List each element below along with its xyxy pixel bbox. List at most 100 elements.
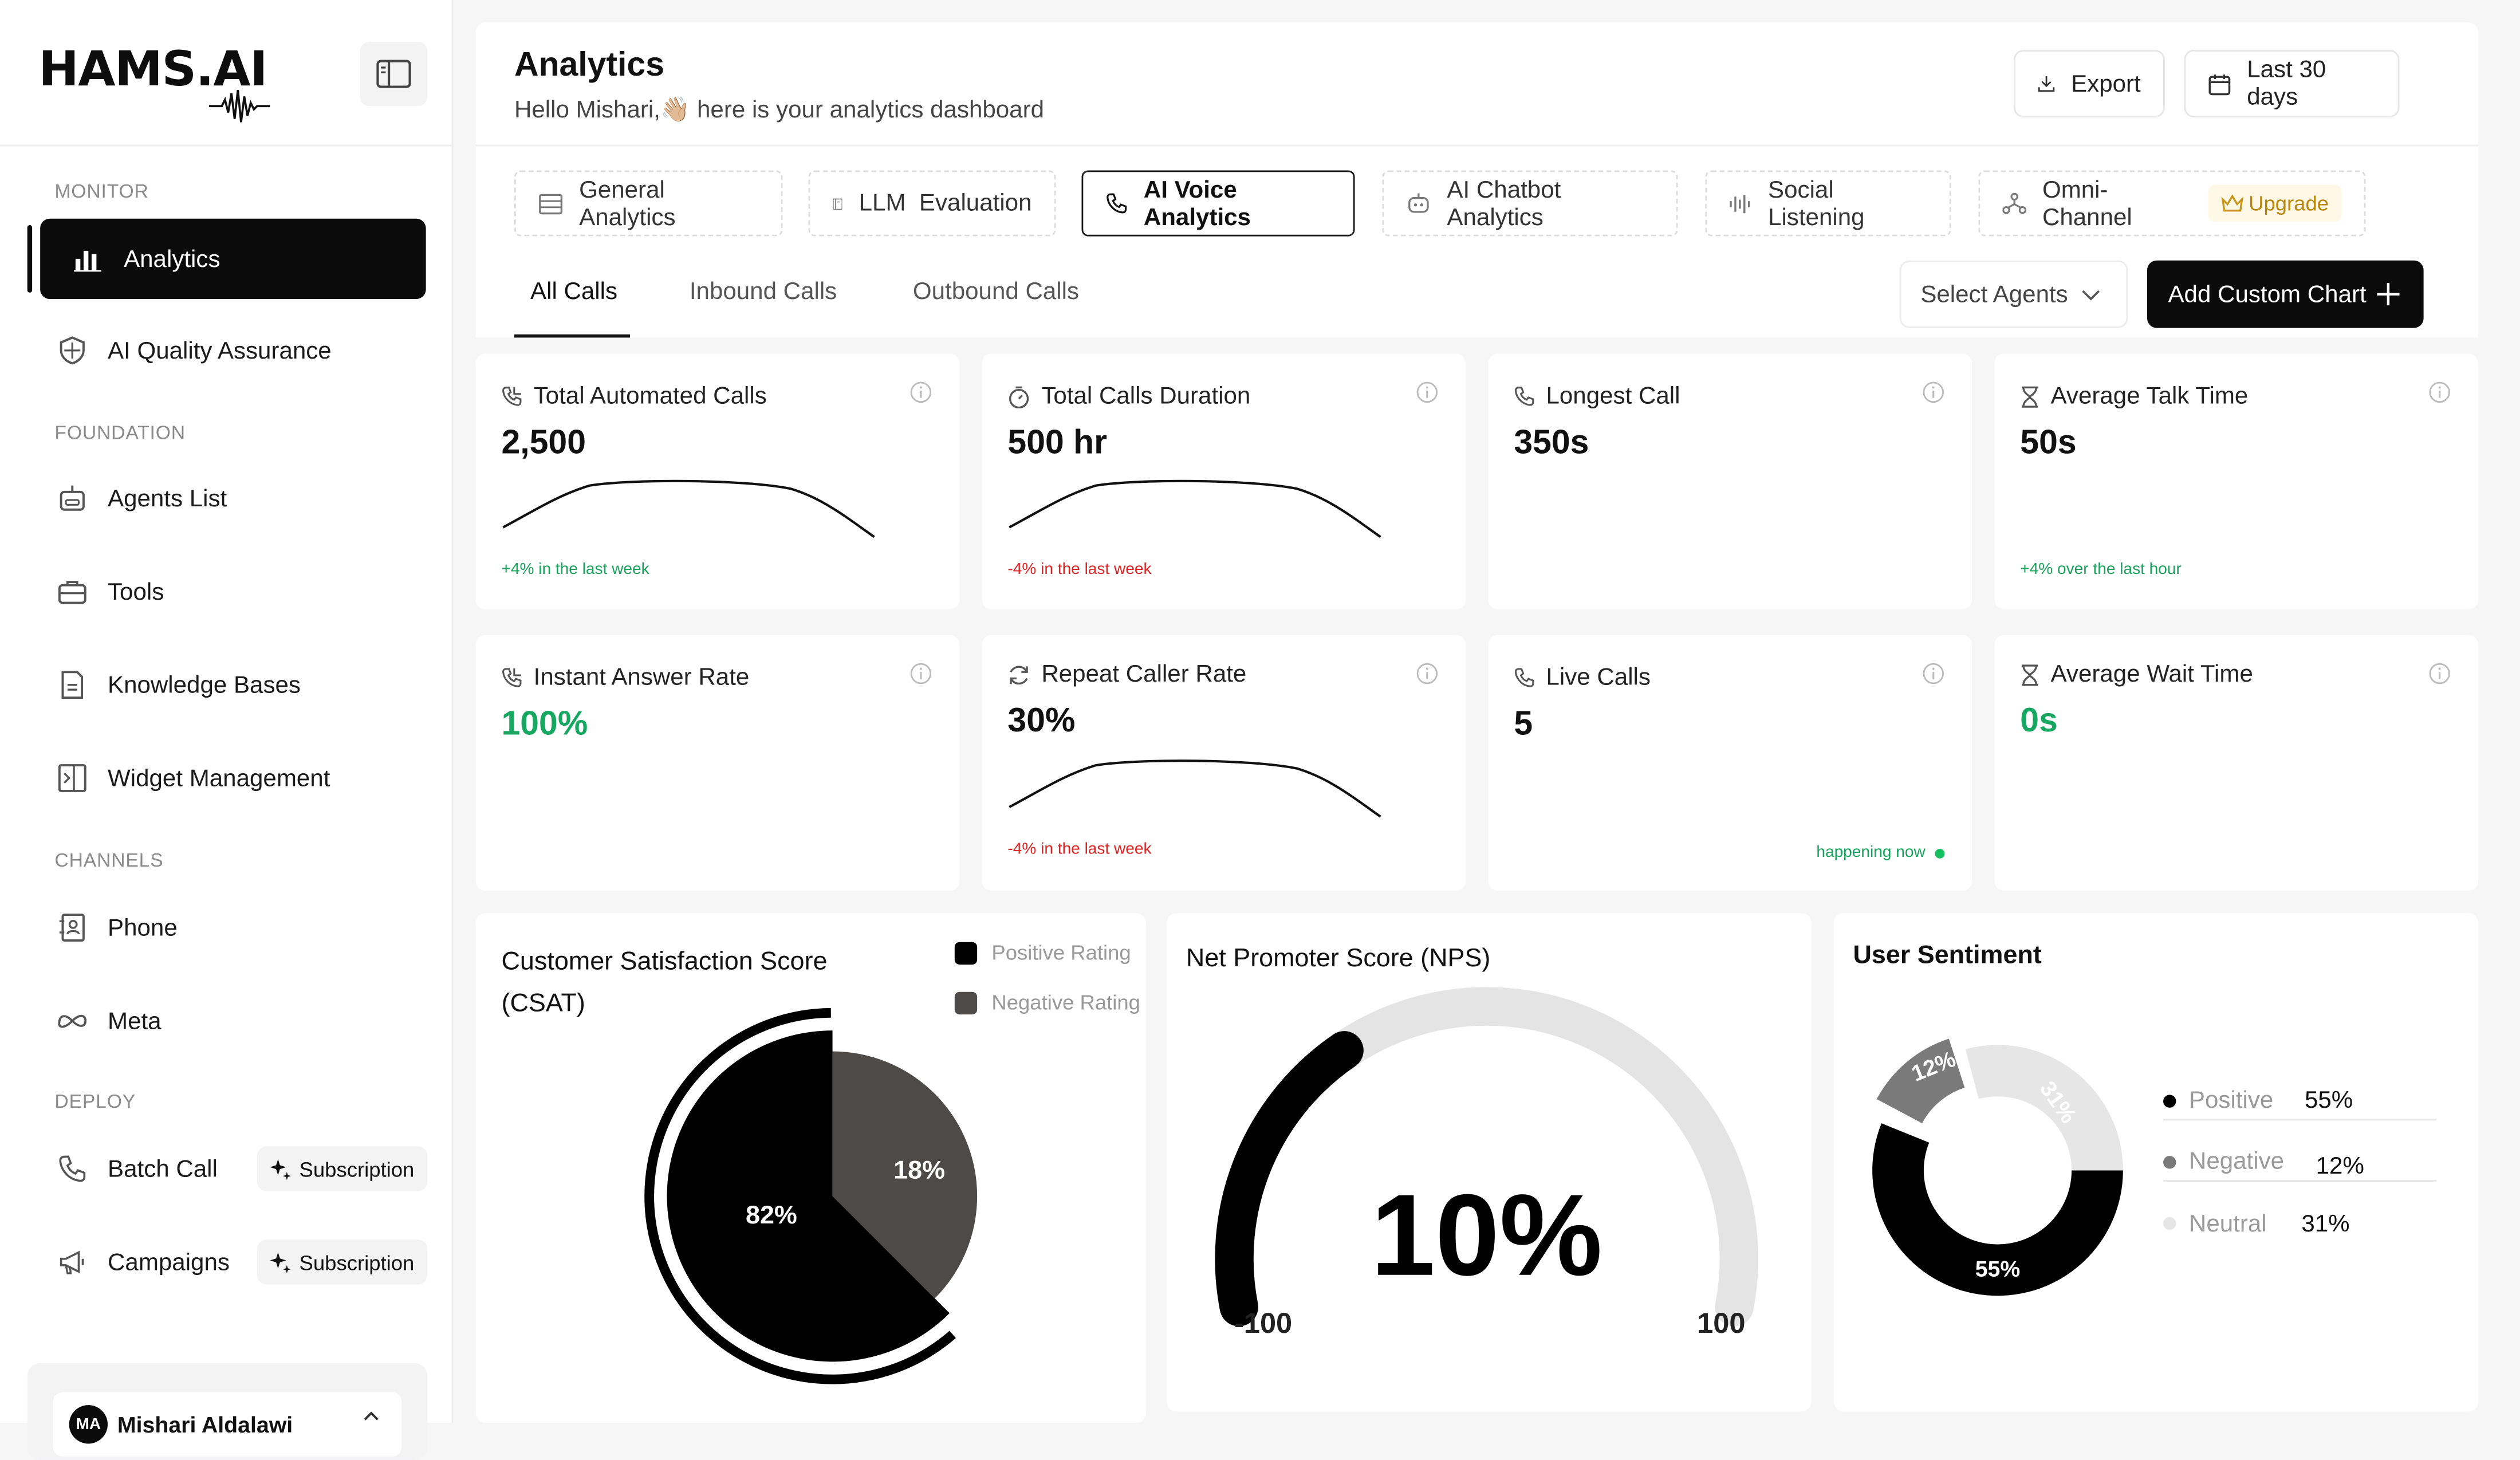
- sidebar-item-label: Analytics: [124, 245, 220, 273]
- sidebar-item-label: Campaigns: [108, 1248, 230, 1276]
- stat-delta: +4% over the last hour: [2020, 561, 2182, 579]
- user-menu-button[interactable]: MA Mishari Aldalawi: [53, 1392, 402, 1457]
- tab-ai-voice-analytics[interactable]: AI Voice Analytics: [1081, 170, 1355, 237]
- shield-icon: [56, 334, 88, 367]
- stat-title: Total Automated Calls: [533, 383, 767, 410]
- network-icon: [2002, 192, 2026, 214]
- sentiment-donut-chart: 55% 12% 31%: [1872, 1038, 2123, 1296]
- sidebar-item-label: Tools: [108, 578, 164, 605]
- book-icon: [833, 198, 843, 209]
- info-icon[interactable]: [909, 662, 932, 684]
- live-status: happening now: [1816, 844, 1945, 861]
- sidebar-divider: [0, 144, 454, 147]
- bar-chart-icon: [72, 243, 104, 275]
- sidebar-item-widget-management[interactable]: Widget Management: [40, 739, 426, 817]
- upgrade-badge[interactable]: Upgrade: [2208, 184, 2342, 222]
- sidebar-item-batch-call[interactable]: Batch Call: [40, 1130, 249, 1207]
- stat-value: 2,500: [501, 424, 586, 462]
- tab-social-listening[interactable]: Social Listening: [1705, 170, 1951, 237]
- csat-card: Customer Satisfaction Score (CSAT) Posit…: [475, 913, 1146, 1423]
- subscription-badge[interactable]: Subscription: [257, 1146, 428, 1191]
- stat-delta: -4% in the last week: [1007, 561, 1152, 579]
- legend-dot: [2163, 1094, 2176, 1107]
- info-icon[interactable]: [1922, 662, 1944, 684]
- sidebar-toggle-button[interactable]: [360, 41, 428, 107]
- sidebar-item-agents-list[interactable]: Agents List: [40, 460, 426, 537]
- tab-llm-evaluation[interactable]: LLM Evaluation: [808, 170, 1056, 237]
- stat-title: Repeat Caller Rate: [1041, 660, 1247, 688]
- sidebar-item-meta[interactable]: Meta: [40, 982, 426, 1060]
- date-range-button[interactable]: Last 30 days: [2184, 50, 2400, 117]
- select-agents-dropdown[interactable]: Select Agents: [1899, 260, 2128, 328]
- subtab-inbound-calls[interactable]: Inbound Calls: [689, 278, 837, 306]
- sidebar-item-analytics[interactable]: Analytics: [40, 218, 426, 300]
- calendar-icon: [2208, 73, 2231, 95]
- user-name: Mishari Aldalawi: [117, 1411, 293, 1438]
- sidebar-item-phone[interactable]: Phone: [40, 889, 426, 966]
- logo-wave-icon: [208, 89, 270, 123]
- section-label-foundation: FOUNDATION: [54, 421, 186, 444]
- sidebar-item-label: Knowledge Bases: [108, 671, 301, 699]
- sparkline: [1009, 479, 1381, 538]
- plus-icon: [2377, 282, 2400, 306]
- pie-label-positive: 82%: [746, 1200, 797, 1229]
- sidebar-item-label: Meta: [108, 1007, 162, 1035]
- meta-icon: [56, 1005, 88, 1037]
- tab-omni-channel[interactable]: Omni-Channel Upgrade: [1978, 170, 2366, 237]
- stat-title: Longest Call: [1546, 383, 1680, 410]
- info-icon[interactable]: [909, 381, 932, 403]
- stat-title: Total Calls Duration: [1041, 383, 1251, 410]
- live-dot-icon: [1935, 848, 1945, 858]
- sentiment-row-neutral: Neutral 31%: [2163, 1204, 2436, 1242]
- hourglass-icon: [2022, 385, 2038, 407]
- stat-value: 50s: [2020, 424, 2077, 462]
- stat-value: 100%: [501, 706, 588, 743]
- export-button[interactable]: Export: [2014, 50, 2165, 117]
- tab-ai-chatbot-analytics[interactable]: AI Chatbot Analytics: [1382, 170, 1678, 237]
- csat-pie-chart: 82% 18%: [644, 1008, 978, 1384]
- sidebar-toggle-icon: [376, 60, 411, 88]
- download-icon: [2038, 76, 2055, 92]
- info-icon[interactable]: [2428, 662, 2451, 684]
- subtab-all-calls[interactable]: All Calls: [530, 278, 618, 306]
- legend-dot: [2163, 1155, 2176, 1168]
- pie-slice-positive: [667, 1030, 950, 1362]
- stat-delta: -4% in the last week: [1007, 840, 1152, 859]
- sidebar: HAMS.AI MONITOR Analytics AI Quality Ass…: [0, 0, 454, 1460]
- sparkle-icon: [270, 1158, 292, 1179]
- phone-icon: [1107, 193, 1127, 214]
- phone-incoming-icon: [502, 668, 522, 687]
- tab-general-analytics[interactable]: General Analytics: [514, 170, 783, 237]
- stat-title: Average Talk Time: [2050, 383, 2249, 410]
- phone-icon: [56, 1152, 88, 1184]
- bot-icon: [1408, 193, 1429, 213]
- subtab-outbound-calls[interactable]: Outbound Calls: [912, 278, 1080, 306]
- sentiment-row-positive: Positive 55%: [2163, 1082, 2437, 1121]
- sidebar-item-tools[interactable]: Tools: [40, 553, 426, 631]
- stat-value: 0s: [2020, 702, 2058, 740]
- info-icon[interactable]: [2428, 381, 2451, 403]
- sidebar-item-label: Phone: [108, 914, 178, 942]
- csat-outer-ring: [644, 1008, 956, 1384]
- csat-title: Customer Satisfaction Score (CSAT): [501, 949, 828, 1018]
- sidebar-item-campaigns[interactable]: Campaigns: [40, 1223, 249, 1301]
- sidebar-item-label: Widget Management: [108, 764, 330, 792]
- sidebar-item-label: Batch Call: [108, 1155, 218, 1183]
- sentiment-row-negative: Negative 12%: [2163, 1143, 2437, 1182]
- contact-book-icon: [56, 911, 88, 943]
- sidebar-item-ai-quality-assurance[interactable]: AI Quality Assurance: [40, 312, 426, 389]
- timer-icon: [1009, 385, 1029, 408]
- info-icon[interactable]: [1922, 381, 1944, 403]
- gauge-min-label: -100: [1234, 1306, 1292, 1339]
- info-icon[interactable]: [1416, 662, 1438, 684]
- sidebar-item-knowledge-bases[interactable]: Knowledge Bases: [40, 646, 426, 723]
- add-custom-chart-button[interactable]: Add Custom Chart: [2147, 260, 2424, 328]
- subscription-badge[interactable]: Subscription: [257, 1239, 428, 1285]
- info-icon[interactable]: [1416, 381, 1438, 403]
- stat-value: 30%: [1007, 702, 1076, 740]
- legend-swatch: [954, 941, 978, 964]
- phone-icon: [1514, 668, 1534, 687]
- sparkline: [502, 479, 875, 538]
- pie-slice-negative: [832, 1051, 978, 1298]
